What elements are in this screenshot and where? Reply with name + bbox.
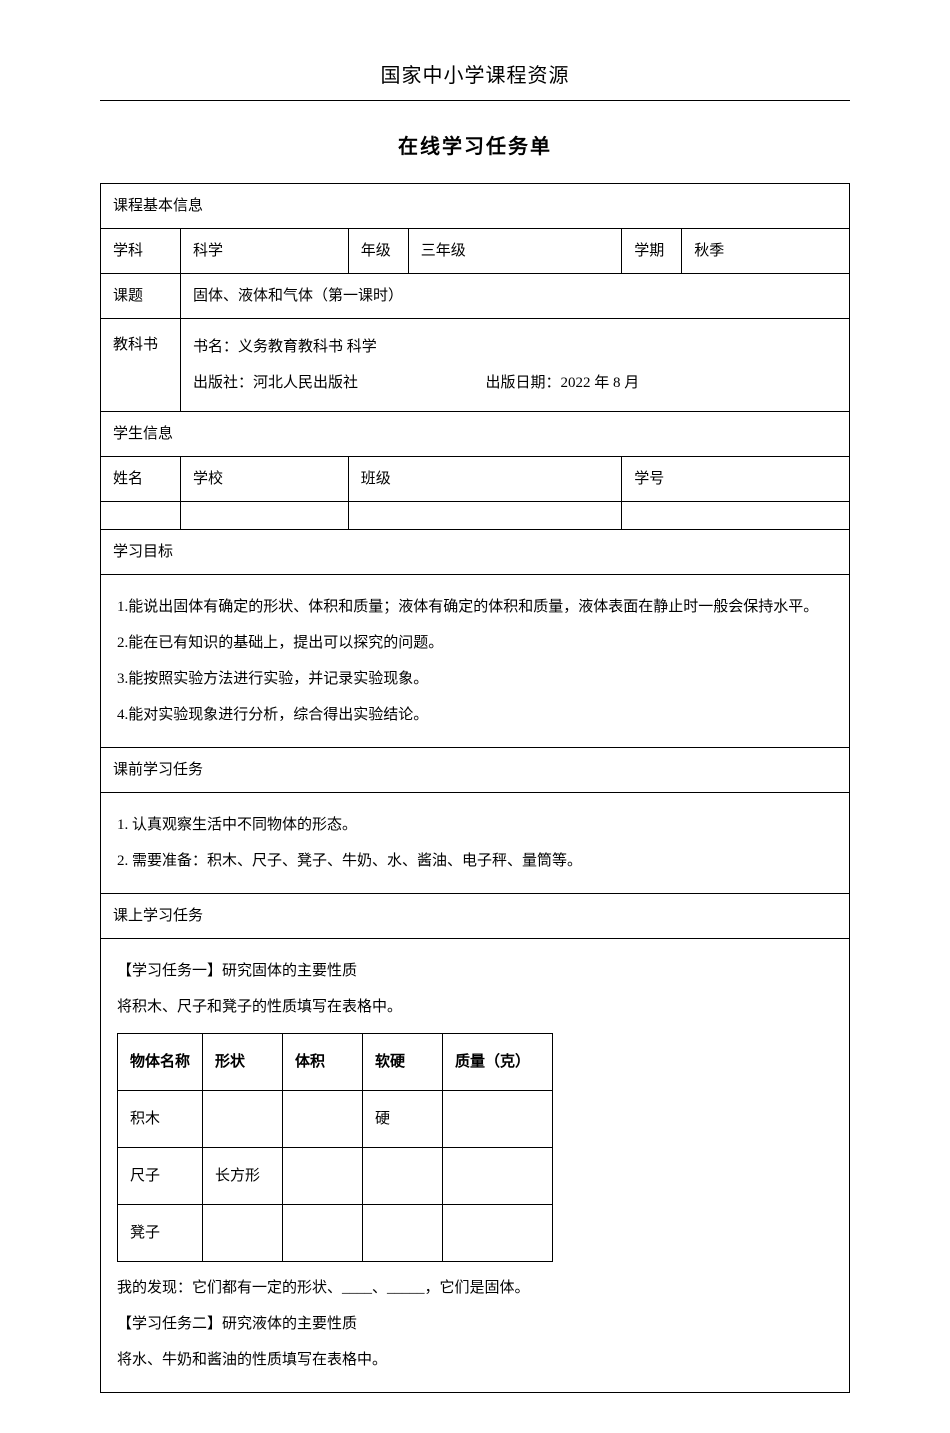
row0-shape[interactable]	[203, 1091, 283, 1148]
row2-mass[interactable]	[443, 1205, 553, 1262]
task2-title: 【学习任务二】研究液体的主要性质	[117, 1306, 833, 1342]
row1-volume[interactable]	[283, 1148, 363, 1205]
objective-2: 2.能在已有知识的基础上，提出可以探究的问题。	[117, 625, 833, 661]
student-id-value[interactable]	[622, 502, 850, 530]
subject-label: 学科	[101, 229, 181, 274]
class-label: 班级	[348, 457, 621, 502]
grade-label: 年级	[348, 229, 408, 274]
preclass-2: 2. 需要准备：积木、尺子、凳子、牛奶、水、酱油、电子秤、量筒等。	[117, 843, 833, 879]
pub-date: 出版日期：2022 年 8 月	[486, 375, 640, 391]
row0-volume[interactable]	[283, 1091, 363, 1148]
semester-value: 秋季	[682, 229, 850, 274]
inclass-content: 【学习任务一】研究固体的主要性质 将积木、尺子和凳子的性质填写在表格中。 物体名…	[101, 939, 850, 1393]
objectives-header: 学习目标	[101, 530, 850, 575]
row2-name: 凳子	[118, 1205, 203, 1262]
objective-4: 4.能对实验现象进行分析，综合得出实验结论。	[117, 697, 833, 733]
task1-finding: 我的发现：它们都有一定的形状、____、_____，它们是固体。	[117, 1270, 833, 1306]
row1-shape: 长方形	[203, 1148, 283, 1205]
class-value[interactable]	[348, 502, 621, 530]
row0-hardness: 硬	[363, 1091, 443, 1148]
document-title: 在线学习任务单	[100, 131, 850, 163]
textbook-cell: 书名：义务教育教科书 科学 出版社：河北人民出版社 出版日期：2022 年 8 …	[181, 319, 850, 412]
row0-mass[interactable]	[443, 1091, 553, 1148]
row2-shape[interactable]	[203, 1205, 283, 1262]
main-table: 课程基本信息 学科 科学 年级 三年级 学期 秋季 课题 固体、液体和气体（第一…	[100, 183, 850, 1393]
course-info-header: 课程基本信息	[101, 184, 850, 229]
table-row: 尺子 长方形	[118, 1148, 553, 1205]
task2-desc: 将水、牛奶和酱油的性质填写在表格中。	[117, 1342, 833, 1378]
row1-name: 尺子	[118, 1148, 203, 1205]
preclass-content: 1. 认真观察生活中不同物体的形态。 2. 需要准备：积木、尺子、凳子、牛奶、水…	[101, 793, 850, 894]
subject-value: 科学	[181, 229, 349, 274]
row2-hardness[interactable]	[363, 1205, 443, 1262]
student-info-header: 学生信息	[101, 412, 850, 457]
th-shape: 形状	[203, 1034, 283, 1091]
page-header: 国家中小学课程资源	[100, 60, 850, 101]
objective-1: 1.能说出固体有确定的形状、体积和质量；液体有确定的体积和质量，液体表面在静止时…	[117, 589, 833, 625]
preclass-header: 课前学习任务	[101, 748, 850, 793]
student-id-label: 学号	[622, 457, 850, 502]
preclass-1: 1. 认真观察生活中不同物体的形态。	[117, 807, 833, 843]
task1-table: 物体名称 形状 体积 软硬 质量（克） 积木 硬 尺子 长方形	[117, 1033, 553, 1262]
school-label: 学校	[181, 457, 349, 502]
th-hardness: 软硬	[363, 1034, 443, 1091]
table-row: 积木 硬	[118, 1091, 553, 1148]
topic-value: 固体、液体和气体（第一课时）	[181, 274, 850, 319]
th-volume: 体积	[283, 1034, 363, 1091]
objectives-content: 1.能说出固体有确定的形状、体积和质量；液体有确定的体积和质量，液体表面在静止时…	[101, 575, 850, 748]
semester-label: 学期	[622, 229, 682, 274]
row0-name: 积木	[118, 1091, 203, 1148]
th-name: 物体名称	[118, 1034, 203, 1091]
textbook-label: 教科书	[101, 319, 181, 412]
publisher: 出版社：河北人民出版社	[193, 375, 358, 391]
name-label: 姓名	[101, 457, 181, 502]
th-mass: 质量（克）	[443, 1034, 553, 1091]
row1-mass[interactable]	[443, 1148, 553, 1205]
school-value[interactable]	[181, 502, 349, 530]
textbook-name: 书名：义务教育教科书 科学	[193, 329, 837, 365]
table-row: 凳子	[118, 1205, 553, 1262]
task1-desc: 将积木、尺子和凳子的性质填写在表格中。	[117, 989, 833, 1025]
row1-hardness[interactable]	[363, 1148, 443, 1205]
topic-label: 课题	[101, 274, 181, 319]
inclass-header: 课上学习任务	[101, 894, 850, 939]
task1-title: 【学习任务一】研究固体的主要性质	[117, 953, 833, 989]
grade-value: 三年级	[408, 229, 621, 274]
objective-3: 3.能按照实验方法进行实验，并记录实验现象。	[117, 661, 833, 697]
row2-volume[interactable]	[283, 1205, 363, 1262]
name-value[interactable]	[101, 502, 181, 530]
